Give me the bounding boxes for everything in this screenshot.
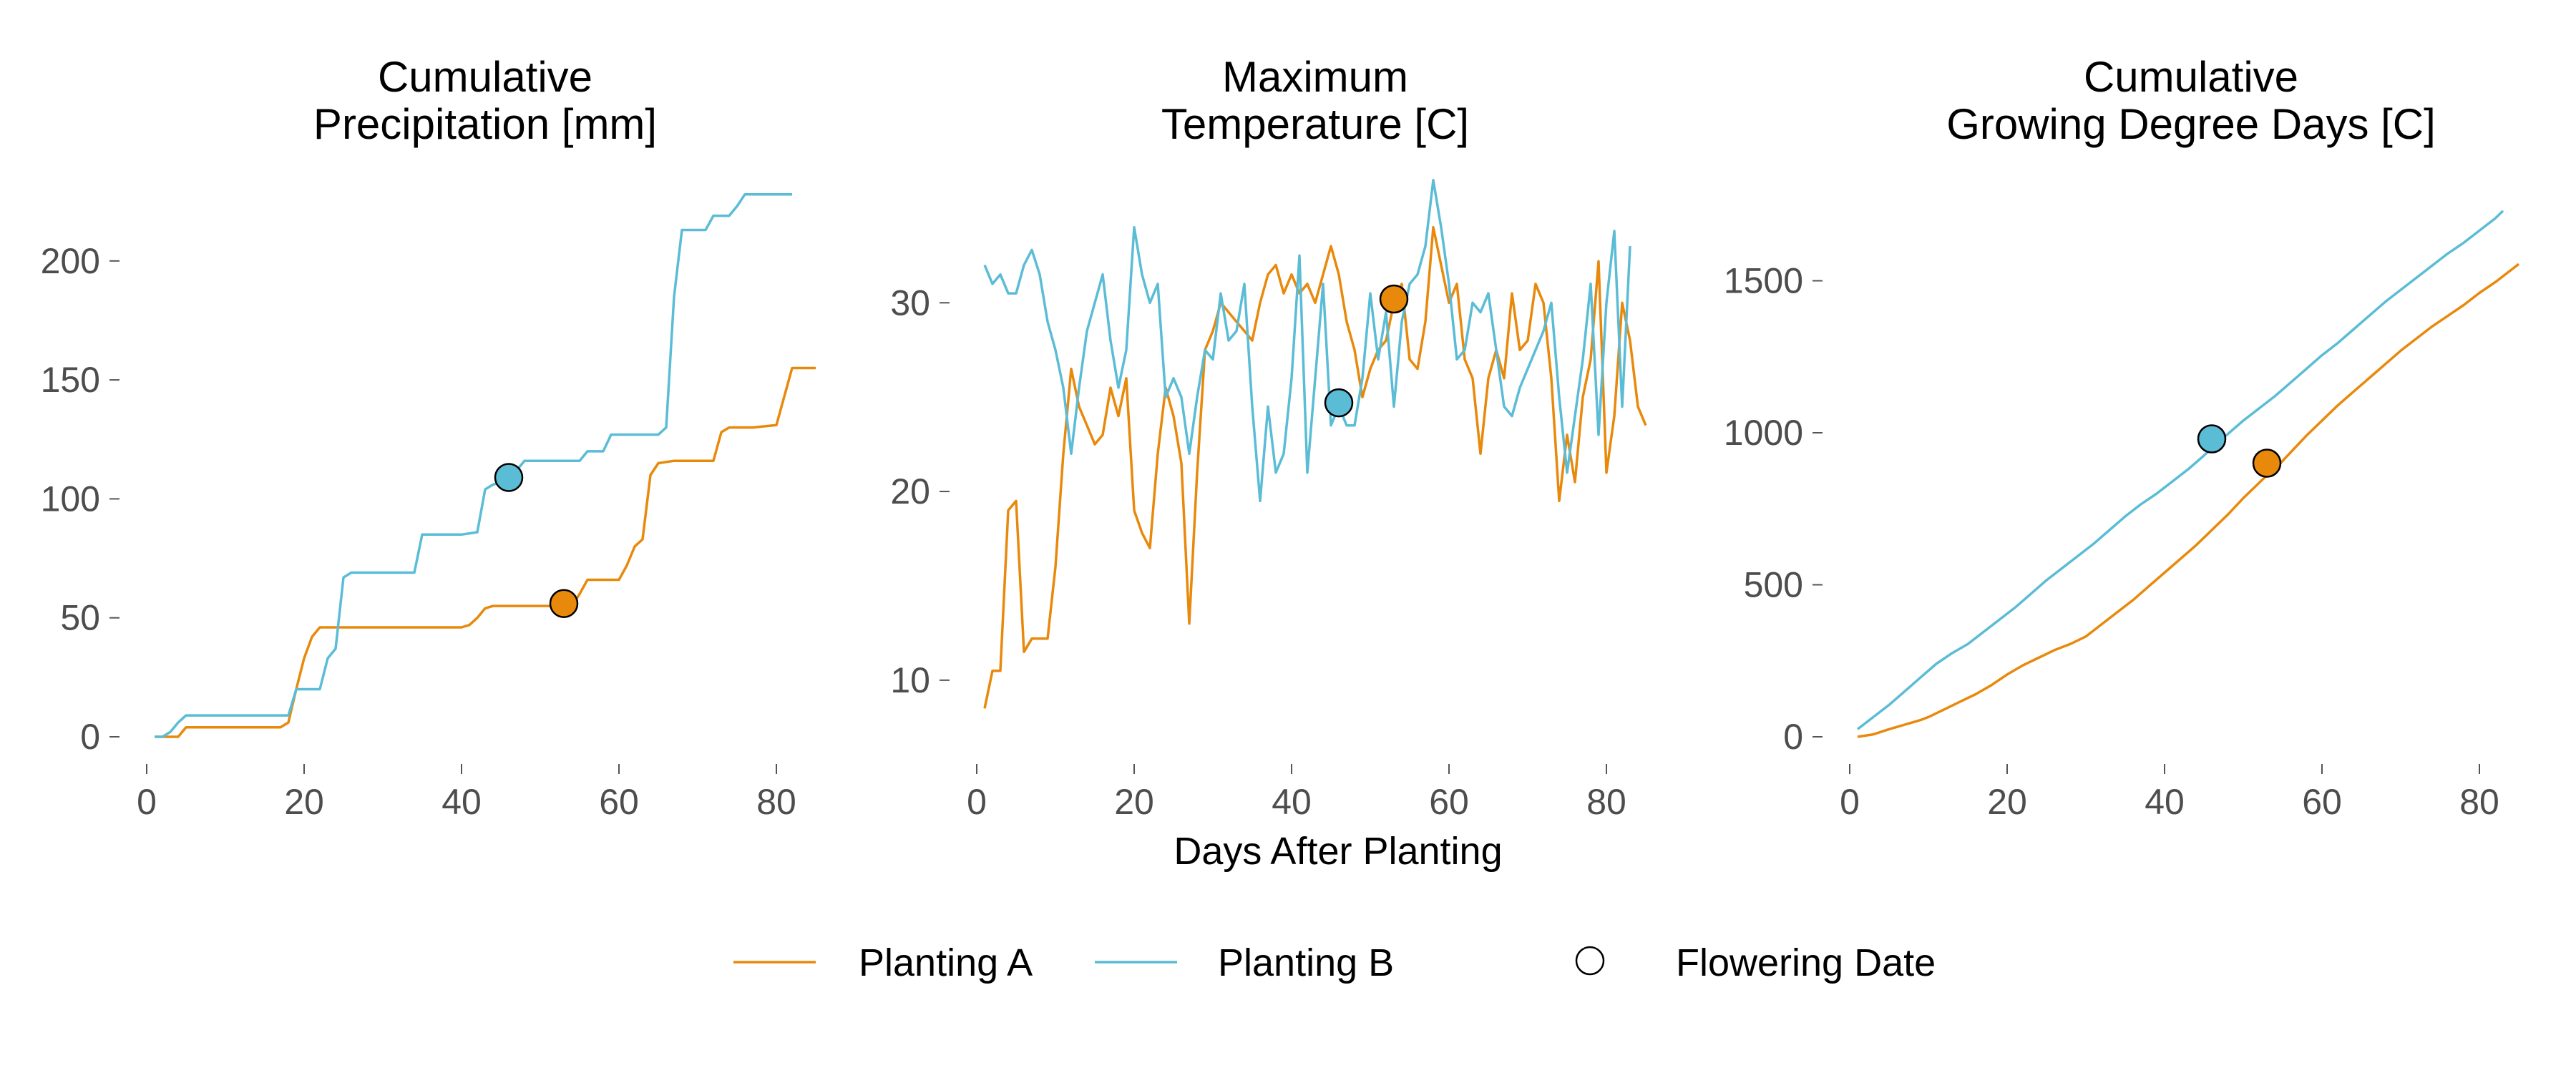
y-tick-label: 30 — [890, 283, 930, 323]
x-tick-label: 80 — [1586, 782, 1626, 822]
legend-label-planting-a: Planting A — [859, 941, 1033, 984]
panel-title-line: Cumulative — [2084, 53, 2298, 101]
series-line-planting-a — [1857, 263, 2520, 738]
flowering-point-planting-b — [1324, 388, 1354, 418]
y-tick-label: 0 — [80, 717, 100, 757]
x-tick-label: 40 — [2145, 782, 2185, 822]
x-tick-label: 40 — [441, 782, 482, 822]
y-tick-label: 150 — [41, 360, 100, 400]
series-line-planting-a — [155, 366, 816, 738]
x-tick-label: 0 — [1840, 782, 1860, 822]
x-axis-label: Days After Planting — [1174, 830, 1502, 873]
flowering-point-planting-a — [549, 589, 579, 618]
legend-key-flowering-date — [1575, 946, 1605, 976]
y-tick-label: 200 — [41, 241, 100, 281]
panel-title-line: Growing Degree Days [C] — [1946, 100, 2436, 148]
legend: Planting A Planting B Flowering Date — [733, 941, 1936, 984]
panel-title-line: Precipitation [mm] — [313, 100, 657, 148]
flowering-point-planting-a — [2252, 449, 2282, 478]
flowering-point-planting-b — [2197, 424, 2227, 454]
x-tick-label: 20 — [284, 782, 324, 822]
series-line-planting-a — [983, 226, 1647, 709]
x-tick-label: 60 — [599, 782, 639, 822]
x-tick-label: 80 — [756, 782, 796, 822]
y-tick-label: 1500 — [1724, 261, 1803, 301]
flowering-point-planting-a — [1379, 284, 1409, 314]
y-tick-label: 1000 — [1724, 413, 1803, 453]
x-tick-label: 20 — [1114, 782, 1154, 822]
legend-label-flowering-date: Flowering Date — [1676, 941, 1936, 984]
x-tick-label: 80 — [2459, 782, 2499, 822]
flowering-point-planting-b — [494, 463, 524, 492]
y-tick-label: 50 — [60, 598, 100, 638]
x-tick-label: 0 — [967, 782, 987, 822]
panel-title-line: Temperature [C] — [1161, 100, 1469, 148]
legend-label-planting-b: Planting B — [1218, 941, 1394, 984]
y-tick-label: 20 — [890, 471, 930, 511]
x-tick-label: 0 — [137, 782, 157, 822]
series-line-planting-b — [983, 179, 1631, 503]
series-line-planting-b — [155, 192, 792, 738]
y-tick-label: 500 — [1744, 565, 1803, 605]
y-tick-label: 10 — [890, 660, 930, 700]
y-tick-label: 100 — [41, 479, 100, 519]
series-line-planting-b — [1856, 210, 2504, 730]
x-tick-label: 20 — [1987, 782, 2027, 822]
x-tick-label: 60 — [1429, 782, 1469, 822]
y-tick-label: 0 — [1783, 717, 1803, 757]
panel-title-line: Maximum — [1222, 53, 1408, 101]
x-tick-label: 40 — [1272, 782, 1312, 822]
x-tick-label: 60 — [2302, 782, 2342, 822]
panel-title-line: Cumulative — [378, 53, 592, 101]
